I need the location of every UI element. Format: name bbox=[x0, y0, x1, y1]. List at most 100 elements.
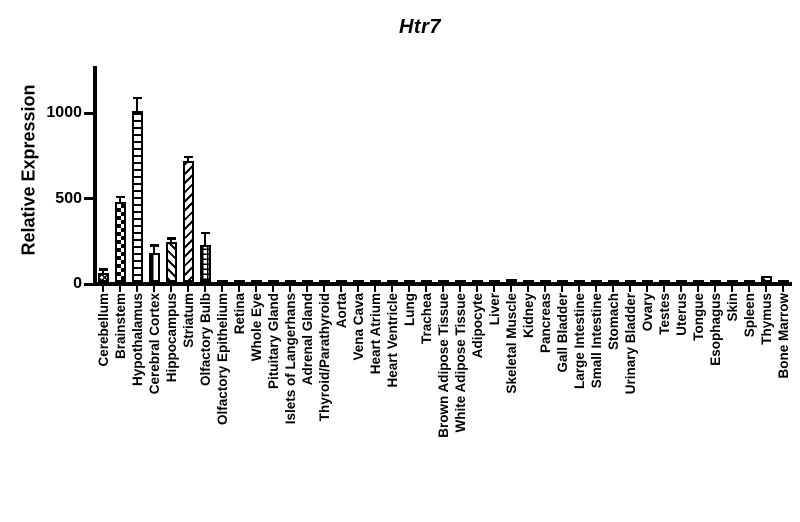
bar-tongue bbox=[692, 280, 704, 282]
x-axis-tick bbox=[356, 286, 360, 292]
x-category-label: Kidney bbox=[520, 293, 536, 339]
x-axis-tick bbox=[747, 286, 751, 292]
x-category-label: Trachea bbox=[418, 293, 434, 345]
y-tick-label: 0 bbox=[73, 275, 82, 292]
bar-heart-atrium bbox=[369, 280, 381, 282]
error-bar-cap bbox=[183, 155, 193, 159]
x-axis-tick bbox=[679, 286, 683, 292]
bar-testes bbox=[658, 279, 670, 282]
x-axis-tick bbox=[169, 286, 173, 292]
bar-esophagus bbox=[709, 280, 721, 282]
bar-spleen bbox=[743, 279, 755, 282]
bar-adrenal-gland bbox=[301, 280, 313, 282]
x-category-label: Spleen bbox=[741, 293, 757, 338]
x-category-label: Thyroid/Parathyroid bbox=[316, 293, 332, 422]
bar-liver bbox=[488, 280, 500, 282]
x-category-label: Cerebral Cortex bbox=[146, 293, 162, 395]
x-category-label: Brown Adipose Tissue bbox=[435, 293, 451, 438]
x-axis-tick bbox=[237, 286, 241, 292]
bar-heart-ventricle bbox=[386, 279, 398, 282]
x-category-label: Adrenal Gland bbox=[299, 293, 315, 386]
x-category-label: Skin bbox=[724, 293, 740, 322]
bar-pituitary-gland bbox=[267, 279, 279, 282]
x-category-label: Heart Ventricle bbox=[384, 293, 400, 388]
x-axis-tick bbox=[322, 286, 326, 292]
x-category-label: Brainstem bbox=[112, 293, 128, 360]
x-category-label: Bone Marrow bbox=[775, 293, 791, 379]
x-axis-tick bbox=[713, 286, 717, 292]
x-axis-tick bbox=[662, 286, 666, 292]
x-axis-tick bbox=[764, 286, 768, 292]
x-category-label: Esophagus bbox=[707, 293, 723, 366]
x-category-label: Adipocyte bbox=[469, 293, 485, 359]
bar-cerebellum bbox=[97, 272, 109, 282]
bar-adipocyte bbox=[471, 280, 483, 282]
x-axis-tick bbox=[611, 286, 615, 292]
error-bar-line bbox=[204, 234, 206, 249]
x-axis-tick bbox=[458, 286, 462, 292]
bar-small-intestine bbox=[590, 280, 602, 282]
x-category-label: Gall Bladder bbox=[554, 293, 570, 373]
x-axis-tick bbox=[101, 286, 105, 292]
y-tick-label: 1000 bbox=[46, 104, 82, 121]
x-axis-tick bbox=[594, 286, 598, 292]
y-axis-line bbox=[93, 65, 97, 286]
error-bar-cap bbox=[98, 268, 108, 271]
x-axis-tick bbox=[220, 286, 224, 292]
x-category-label: Lung bbox=[401, 293, 417, 326]
x-category-label: Large Intestine bbox=[571, 293, 587, 390]
x-axis-tick bbox=[526, 286, 530, 292]
error-bar-cap bbox=[200, 231, 210, 235]
x-category-label: Striatum bbox=[180, 293, 196, 348]
x-axis-tick bbox=[543, 286, 547, 292]
x-category-label: Retina bbox=[231, 293, 247, 335]
x-category-label: Hypothalamus bbox=[129, 293, 145, 387]
x-category-label: Stomach bbox=[605, 293, 621, 351]
bar-gall-bladder bbox=[556, 280, 568, 282]
x-axis-tick bbox=[390, 286, 394, 292]
x-category-label: Heart Atrium bbox=[367, 293, 383, 375]
x-category-label: Pancreas bbox=[537, 293, 553, 354]
bar-hippocampus bbox=[165, 241, 177, 282]
x-axis-tick bbox=[339, 286, 343, 292]
error-bar-line bbox=[119, 198, 121, 206]
error-bar-cap bbox=[149, 244, 159, 247]
x-category-label: Vena Cava bbox=[350, 293, 366, 361]
x-category-label: Liver bbox=[486, 293, 502, 326]
y-axis-tick bbox=[84, 197, 93, 200]
bar-retina bbox=[233, 279, 245, 282]
error-bar-cap bbox=[132, 96, 142, 100]
bar-large-intestine bbox=[573, 280, 585, 282]
x-category-label: Ovary bbox=[639, 293, 655, 332]
bar-white-adipose-tissue bbox=[454, 280, 466, 282]
bar-brainstem bbox=[114, 202, 126, 282]
x-axis-tick bbox=[492, 286, 496, 292]
bar-pancreas bbox=[539, 280, 551, 282]
x-axis-tick bbox=[305, 286, 309, 292]
bar-thyroid-parathyroid bbox=[318, 280, 330, 282]
x-axis-tick bbox=[135, 286, 139, 292]
x-category-label: Hippocampus bbox=[163, 293, 179, 383]
bar-trachea bbox=[420, 280, 432, 282]
bar-brown-adipose-tissue bbox=[437, 279, 449, 282]
x-category-label: Uterus bbox=[673, 293, 689, 336]
x-axis-tick bbox=[203, 286, 207, 292]
x-axis-tick bbox=[424, 286, 428, 292]
x-axis-tick bbox=[560, 286, 564, 292]
error-bar-line bbox=[187, 158, 189, 165]
x-axis-tick bbox=[696, 286, 700, 292]
x-axis-tick bbox=[781, 286, 785, 292]
error-bar-line bbox=[153, 246, 155, 256]
bar-stomach bbox=[607, 280, 619, 282]
x-axis-tick bbox=[271, 286, 275, 292]
x-category-label: Pituitary Gland bbox=[265, 293, 281, 390]
x-category-label: Whole Eye bbox=[248, 293, 264, 362]
x-category-label: Skeletal Muscle bbox=[503, 293, 519, 394]
x-category-label: Testes bbox=[656, 293, 672, 335]
x-axis-tick bbox=[373, 286, 377, 292]
bar-olfactory-epithelium bbox=[216, 280, 228, 282]
bar-hypothalamus bbox=[131, 111, 143, 282]
bar-cerebral-cortex bbox=[148, 252, 160, 282]
error-bar-cap bbox=[166, 237, 176, 240]
